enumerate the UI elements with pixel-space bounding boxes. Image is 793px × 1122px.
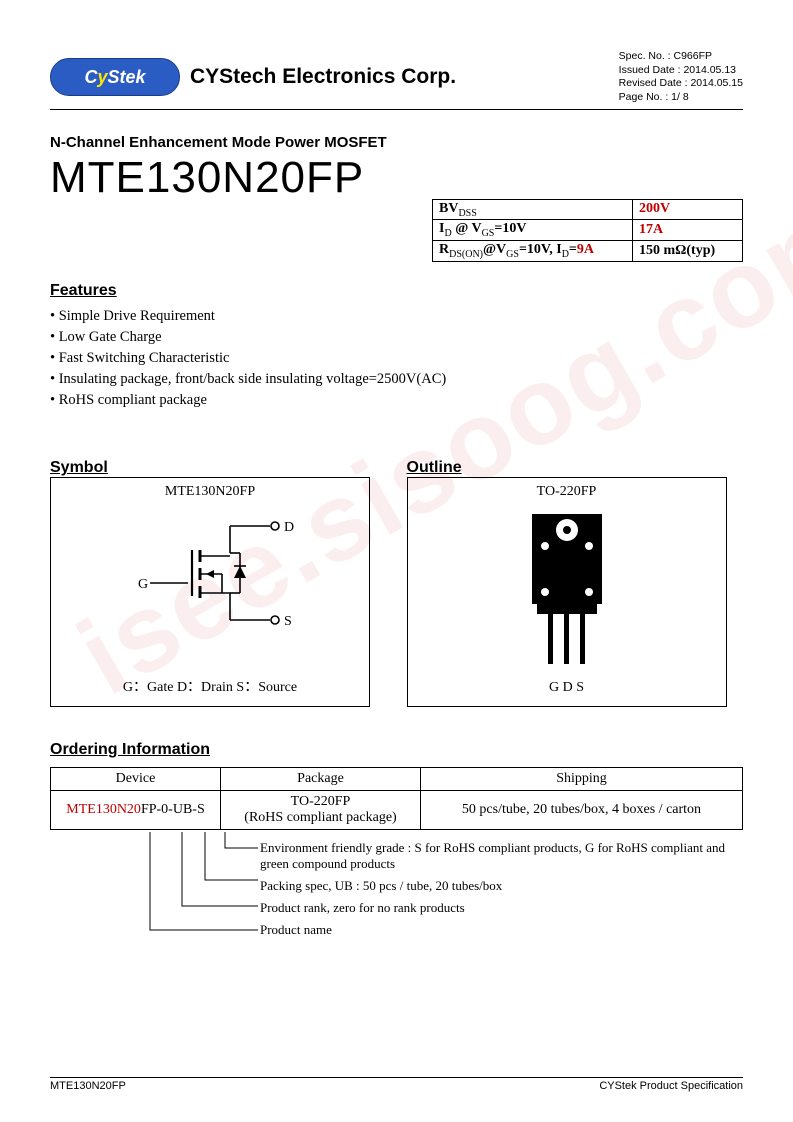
svg-text:G: G xyxy=(138,577,148,592)
feature-item: Fast Switching Characteristic xyxy=(50,348,743,369)
features-heading: Features xyxy=(50,282,743,300)
rds-gs: GS xyxy=(506,249,519,260)
footer-left: MTE130N20FP xyxy=(50,1080,126,1092)
spec-row-bvdss: BVDSS 200V xyxy=(433,199,743,220)
symbol-legend: G：Gate D：Drain S：Source xyxy=(51,676,369,696)
key-spec-table: BVDSS 200V ID @ VGS=10V 17A RDS(ON)@VGS=… xyxy=(432,199,743,262)
ordering-notes: Environment friendly grade : S for RoHS … xyxy=(50,840,743,960)
features-list: Simple Drive Requirement Low Gate Charge… xyxy=(50,306,743,411)
note-rank: Product rank, zero for no rank products xyxy=(260,900,743,916)
spec-no: Spec. No. : C966FP xyxy=(619,50,743,64)
spec-info: Spec. No. : C966FP Issued Date : 2014.05… xyxy=(619,50,743,105)
logo: CyStek xyxy=(50,58,180,96)
symbol-heading: Symbol xyxy=(50,459,387,477)
device-suffix: FP-0-UB-S xyxy=(141,802,205,817)
shipping-cell: 50 pcs/tube, 20 tubes/box, 4 boxes / car… xyxy=(421,791,743,830)
footer: MTE130N20FP CYStek Product Specification xyxy=(50,1077,743,1092)
col-shipping: Shipping xyxy=(421,768,743,791)
logo-text-stek: Stek xyxy=(107,67,145,88)
rds-dson: DS(ON) xyxy=(449,249,483,260)
subtitle: N-Channel Enhancement Mode Power MOSFET xyxy=(50,134,743,151)
package-name: TO-220FP xyxy=(291,794,351,809)
id-at-v: @ V xyxy=(452,221,482,236)
rds-r: R xyxy=(439,242,449,257)
device-red: MTE130N20 xyxy=(66,802,141,817)
spec-row-id: ID @ VGS=10V 17A xyxy=(433,220,743,241)
bv-value: 200V xyxy=(639,201,670,216)
id-10v: =10V xyxy=(494,221,526,236)
company-name: CYStech Electronics Corp. xyxy=(190,65,609,89)
rds-d2: D xyxy=(562,249,569,260)
feature-item: Simple Drive Requirement xyxy=(50,306,743,327)
feature-item: Insulating package, front/back side insu… xyxy=(50,369,743,390)
spec-row-rdson: RDS(ON)@VGS=10V, ID=9A 150 mΩ(typ) xyxy=(433,241,743,262)
outline-label: TO-220FP xyxy=(408,484,726,500)
outline-box: TO-220FP G D S xyxy=(407,477,727,707)
ordering-header-row: Device Package Shipping xyxy=(51,768,743,791)
note-product-name: Product name xyxy=(260,922,743,938)
ordering-heading: Ordering Information xyxy=(50,741,743,759)
rds-value: 150 mΩ(typ) xyxy=(639,243,715,258)
page-no: Page No. : 1/ 8 xyxy=(619,91,743,105)
id-gs: GS xyxy=(482,228,495,239)
col-package: Package xyxy=(221,768,421,791)
revised-date: Revised Date : 2014.05.15 xyxy=(619,77,743,91)
note-env-grade: Environment friendly grade : S for RoHS … xyxy=(260,840,743,872)
note-packing: Packing spec, UB : 50 pcs / tube, 20 tub… xyxy=(260,878,743,894)
id-value: 17A xyxy=(639,222,663,237)
bv-sub: DSS xyxy=(458,207,476,218)
issued-date: Issued Date : 2014.05.13 xyxy=(619,64,743,78)
package-note: (RoHS compliant package) xyxy=(244,810,396,825)
mosfet-symbol-icon: D S G xyxy=(110,508,310,648)
footer-right: CYStek Product Specification xyxy=(599,1080,743,1092)
logo-text-c: C xyxy=(84,67,97,88)
outline-heading: Outline xyxy=(407,459,744,477)
feature-item: Low Gate Charge xyxy=(50,327,743,348)
ordering-bracket-icon xyxy=(120,830,260,960)
rds-v: @V xyxy=(483,242,506,257)
device-cell: MTE130N20FP-0-UB-S xyxy=(51,791,221,830)
header: CyStek CYStech Electronics Corp. Spec. N… xyxy=(50,50,743,110)
id-d: D xyxy=(444,228,451,239)
part-number: MTE130N20FP xyxy=(50,153,743,203)
logo-text-y: y xyxy=(97,67,107,88)
feature-item: RoHS compliant package xyxy=(50,390,743,411)
svg-text:S: S xyxy=(284,614,292,629)
rds-eq: = xyxy=(569,242,577,257)
to220-package-icon xyxy=(507,506,627,676)
bv-label: BV xyxy=(439,201,458,216)
col-device: Device xyxy=(51,768,221,791)
ordering-table: Device Package Shipping MTE130N20FP-0-UB… xyxy=(50,767,743,830)
rds-9a: 9A xyxy=(577,242,594,257)
symbol-part-label: MTE130N20FP xyxy=(51,484,369,500)
svg-text:D: D xyxy=(284,520,294,535)
rds-10v-id: =10V, I xyxy=(519,242,562,257)
outline-pins: G D S xyxy=(408,680,726,696)
package-cell: TO-220FP(RoHS compliant package) xyxy=(221,791,421,830)
ordering-data-row: MTE130N20FP-0-UB-S TO-220FP(RoHS complia… xyxy=(51,791,743,830)
symbol-box: MTE130N20FP D S G xyxy=(50,477,370,707)
